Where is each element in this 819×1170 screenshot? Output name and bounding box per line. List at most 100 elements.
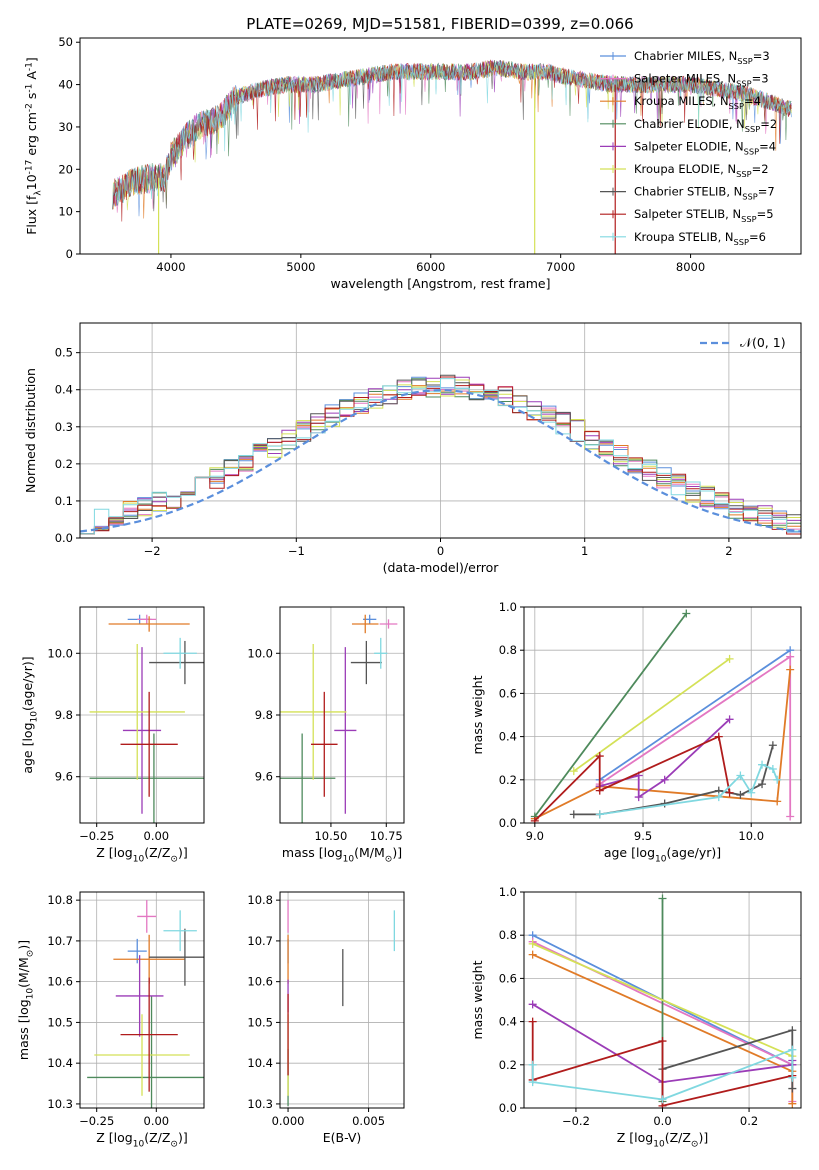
weight-marker: [682, 609, 691, 618]
label-part: λ: [33, 190, 43, 196]
weight-marker: [725, 788, 734, 797]
weight-marker: [528, 939, 537, 948]
y-tick-label: 0.0: [499, 1101, 517, 1115]
x-tick-label: 0: [437, 544, 444, 558]
weight-marker: [528, 1000, 537, 1009]
x-tick-label: 4000: [156, 260, 185, 274]
x-axis-label: mass [log10(M/M⊙)]: [282, 845, 402, 864]
panel-residuals: −2 −1 0 1 2 0.0 0.1 0.2 0.3 0.4 0.5 (data-model)/er…: [23, 322, 802, 575]
weight-line: [573, 658, 731, 772]
weight-marker: [768, 765, 777, 773]
label-part: 10: [133, 854, 145, 864]
x-tick-label: −0.25: [79, 1114, 114, 1128]
y-axis-label: age [log10(age/yr)]: [20, 656, 39, 773]
y-tick-label: 10.4: [47, 1056, 73, 1070]
x-tick-label: 9.0: [526, 829, 544, 843]
y-tick-label: 0.2: [499, 1058, 517, 1072]
label-part: )]: [178, 1130, 188, 1145]
y-tick-label: 10.3: [47, 1097, 73, 1111]
label-part: mass [log: [282, 845, 343, 860]
weight-marker: [569, 810, 578, 819]
x-tick-label: −0.25: [79, 829, 114, 843]
weight-marker: [736, 790, 745, 799]
weight-marker: [788, 1073, 797, 1082]
weight-marker: [714, 732, 723, 741]
label-part: Z/Z: [149, 845, 170, 860]
legend-label: Chabrier ELODIE, NSSP=2: [634, 117, 777, 134]
weight-marker: [595, 786, 604, 795]
weight-marker: [788, 1084, 797, 1093]
label-part: -2: [25, 103, 35, 112]
label-part: =6: [749, 230, 766, 244]
label-part: age/yr: [671, 845, 712, 860]
x-tick-label: 0.00: [144, 1114, 170, 1128]
x-axis-label: Z [log10(Z/Z⊙)]: [96, 1130, 187, 1149]
y-tick-label: 10.0: [247, 646, 273, 660]
weight-marker: [788, 1099, 797, 1108]
y-tick-label: 9.6: [55, 770, 73, 784]
legend-label: Chabrier STELIB, NSSP=7: [634, 185, 775, 202]
y-tick-label: 10: [58, 205, 73, 219]
label-part: SSP: [736, 79, 751, 89]
label-part: =3: [753, 49, 770, 63]
y-tick-label: 30: [58, 120, 73, 134]
label-part: =4: [744, 94, 761, 108]
label-part: M/M: [359, 845, 385, 860]
label-part: Flux [f: [24, 195, 39, 235]
label-part: =2: [760, 117, 777, 131]
x-tick-label: 10.75: [370, 829, 403, 843]
y-axis-label: mass weight: [470, 960, 485, 1039]
label-part: -17: [25, 160, 35, 175]
legend-label: Kroupa MILES, NSSP=4: [634, 94, 761, 111]
y-tick-label: 10.5: [247, 1015, 273, 1029]
label-part: wavelength [Angstrom, rest frame]: [330, 276, 550, 291]
label-part: s: [24, 93, 39, 104]
weight-marker: [595, 752, 604, 761]
y-tick-label: 0.1: [55, 494, 73, 508]
weight-marker: [725, 715, 734, 724]
label-part: SSP: [729, 101, 744, 111]
weight-marker: [658, 894, 667, 903]
y-tick-label: 0: [66, 247, 73, 261]
label-part: Salpeter MILES, N: [634, 72, 736, 86]
y-axis-label: Flux [fλ10-17 erg cm-2 s-1 A-1]: [24, 57, 43, 235]
label-part: (: [144, 845, 149, 860]
label-part: 10: [24, 174, 39, 190]
label-part: ⊙: [385, 854, 393, 864]
weight-line: [534, 612, 688, 818]
label-part: ⊙: [25, 950, 35, 958]
label-part: SSP: [736, 169, 751, 179]
plot-area: [80, 374, 801, 535]
panel-weight_vs_Z: −0.2 0.0 0.2 0.0 0.2 0.4 0.6 0.8 1.0 Z [log10(Z/Z…: [470, 885, 802, 1149]
weight-marker: [786, 652, 795, 661]
legend-label: 𝒩(0, 1): [740, 335, 786, 350]
x-tick-label: 7000: [546, 260, 575, 274]
label-part: )]: [20, 656, 35, 666]
label-part: SSP: [742, 192, 757, 202]
label-part: ⊙: [691, 1139, 699, 1149]
x-tick-label: 9.5: [634, 829, 652, 843]
label-part: A: [24, 71, 39, 84]
y-tick-label: 9.8: [255, 708, 273, 722]
label-part: Salpeter ELODIE, N: [634, 139, 744, 153]
label-part: Chabrier ELODIE, N: [634, 117, 745, 131]
label-part: =7: [758, 185, 775, 199]
label-part: Chabrier MILES, N: [634, 49, 737, 63]
label-part: mass weight: [470, 960, 485, 1039]
plot-area: [280, 614, 398, 823]
label-part: mass [log: [16, 999, 31, 1060]
x-axis-label: E(B-V): [323, 1130, 362, 1145]
y-axis-label: mass [log10(M/M⊙)]: [16, 940, 35, 1060]
label-part: Z/Z: [670, 1130, 691, 1145]
weight-marker: [725, 654, 734, 663]
y-tick-label: 1.0: [499, 600, 517, 614]
y-tick-label: 0.4: [499, 1015, 517, 1029]
label-part: -1: [25, 84, 35, 93]
label-part: Chabrier STELIB, N: [634, 185, 742, 199]
label-part: Salpeter STELIB, N: [634, 207, 741, 221]
label-part: (: [144, 1130, 149, 1145]
label-part: -1: [25, 62, 35, 71]
x-tick-label: −2: [144, 544, 161, 558]
weight-line: [534, 669, 792, 820]
